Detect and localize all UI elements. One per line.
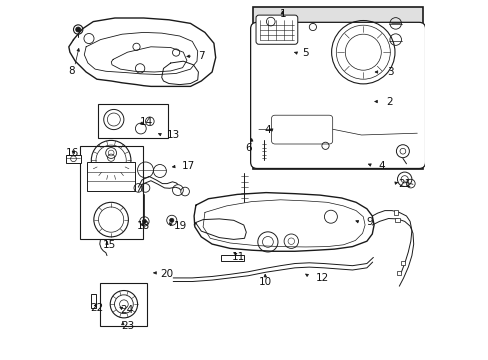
Text: 12: 12 <box>315 273 328 283</box>
Text: 10: 10 <box>258 276 271 287</box>
Circle shape <box>76 27 81 32</box>
Text: 20: 20 <box>160 269 173 279</box>
Text: 17: 17 <box>181 161 194 171</box>
Bar <box>393 210 397 215</box>
Circle shape <box>142 219 146 224</box>
Bar <box>80 146 142 239</box>
Bar <box>396 271 401 275</box>
Text: 21: 21 <box>398 179 411 189</box>
Circle shape <box>169 218 174 222</box>
Bar <box>101 283 147 326</box>
Text: 5: 5 <box>302 48 308 58</box>
Text: 6: 6 <box>245 143 252 153</box>
Bar <box>87 162 135 191</box>
Text: 24: 24 <box>120 305 133 315</box>
Bar <box>253 7 422 169</box>
Text: 22: 22 <box>90 303 103 313</box>
Bar <box>221 255 244 261</box>
Bar <box>98 104 167 138</box>
FancyBboxPatch shape <box>250 22 425 168</box>
Bar <box>400 261 404 265</box>
Bar <box>91 294 96 308</box>
Text: 8: 8 <box>68 66 75 76</box>
Text: 11: 11 <box>231 252 244 262</box>
Text: 16: 16 <box>65 148 79 158</box>
Text: 18: 18 <box>136 221 149 231</box>
FancyBboxPatch shape <box>256 15 297 44</box>
Text: 4: 4 <box>264 125 270 135</box>
Text: 13: 13 <box>166 130 179 140</box>
Text: 23: 23 <box>121 321 134 331</box>
Text: 7: 7 <box>197 51 204 61</box>
Text: 9: 9 <box>366 217 372 228</box>
Bar <box>394 218 399 222</box>
Text: 1: 1 <box>279 9 286 19</box>
Text: 4: 4 <box>378 161 384 171</box>
Text: 2: 2 <box>386 96 392 107</box>
Text: 14: 14 <box>140 117 153 127</box>
Text: 19: 19 <box>174 221 187 231</box>
Text: 15: 15 <box>103 240 116 250</box>
Bar <box>66 155 81 163</box>
Text: 3: 3 <box>386 67 392 77</box>
FancyBboxPatch shape <box>271 115 332 144</box>
